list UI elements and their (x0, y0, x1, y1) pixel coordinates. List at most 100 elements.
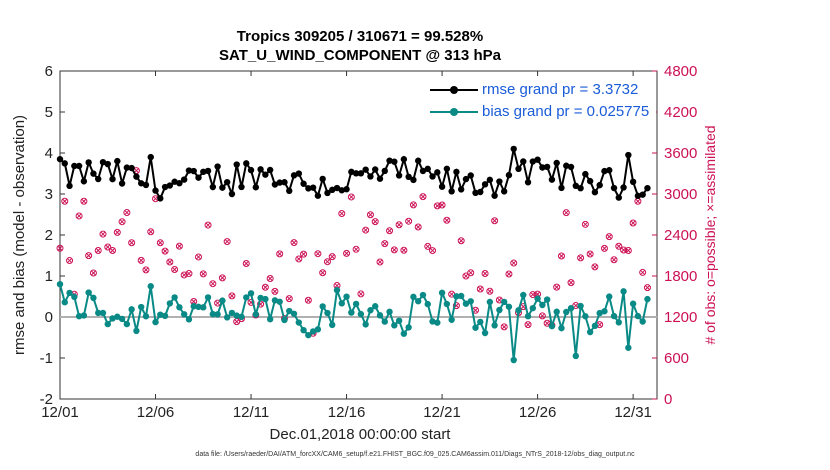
obs-possible-point (538, 312, 546, 320)
obs-assimilated-point (606, 234, 612, 239)
rmse-point (415, 157, 422, 164)
bias-point (515, 307, 522, 314)
obs-possible-point (586, 250, 594, 258)
bias-point (424, 300, 431, 308)
obs-assimilated-point (559, 253, 564, 259)
rmse-point (223, 178, 231, 186)
rmse-point (61, 160, 68, 167)
bias-point (620, 288, 627, 295)
rmse-point (166, 182, 174, 189)
bias-point (472, 324, 479, 331)
obs-possible-point (113, 228, 121, 236)
obs-assimilated-point (401, 247, 407, 253)
bias-point (56, 281, 64, 288)
obs-assimilated-point (315, 251, 321, 257)
bias-point (534, 295, 541, 302)
bias-point (142, 313, 150, 320)
bias-point (601, 308, 608, 315)
bias-point (481, 329, 489, 337)
rmse-point (629, 178, 637, 186)
obs-possible-point (123, 209, 131, 217)
obs-possible-point (61, 197, 69, 205)
obs-assimilated-point (540, 313, 545, 319)
rmse-point (204, 167, 212, 175)
rmse-point (286, 187, 293, 195)
rmse-point (147, 153, 154, 161)
obs-assimilated-point (81, 198, 87, 204)
obs-possible-point (223, 238, 231, 246)
bias-point (152, 318, 159, 326)
obs-possible-point (429, 247, 437, 255)
bias-point (228, 309, 236, 317)
y-tick-label-right: 2400 (664, 227, 697, 244)
rmse-point (582, 170, 589, 178)
bias-point (496, 306, 503, 314)
bias-point (486, 298, 494, 306)
rmse-point (486, 176, 494, 184)
bias-point (219, 297, 226, 304)
rmse-point (123, 164, 131, 171)
obs-assimilated-point (119, 219, 125, 225)
obs-possible-point (400, 246, 408, 254)
x-axis-label: Dec.01,2018 00:00:00 start (269, 426, 451, 443)
obs-possible-point (600, 244, 608, 252)
obs-assimilated-point (482, 271, 488, 276)
rmse-point (395, 172, 403, 179)
rmse-point (357, 170, 365, 177)
x-tick-label: 12/06 (137, 404, 175, 421)
rmse-point (443, 165, 451, 172)
rmse-point (558, 184, 565, 192)
bias-point (319, 303, 326, 310)
bias-point (266, 315, 274, 323)
rmse-point (620, 184, 627, 191)
bias-point (634, 312, 642, 320)
bias-point (610, 312, 618, 320)
obs-assimilated-point (129, 240, 134, 246)
obs-assimilated-point (563, 210, 569, 216)
obs-assimilated-point (177, 243, 182, 249)
obs-assimilated-point (339, 211, 345, 216)
bias-point (372, 303, 379, 310)
bias-point (147, 283, 154, 290)
bias-point (553, 308, 560, 315)
obs-assimilated-point (67, 258, 72, 263)
y-tick-label-left: 3 (45, 186, 53, 203)
rmse-point (634, 192, 642, 200)
bias-point (252, 311, 260, 318)
obs-possible-point (271, 287, 279, 295)
obs-possible-point (94, 247, 102, 255)
obs-possible-point (620, 246, 628, 254)
obs-assimilated-point (358, 291, 364, 297)
y-tick-label-left: 2 (45, 227, 53, 244)
obs-possible-point (89, 269, 97, 277)
rmse-point (467, 172, 474, 179)
rmse-point (157, 195, 164, 202)
bias-point (300, 326, 307, 334)
y-tick-label-right: 1200 (664, 309, 697, 326)
obs-assimilated-point (420, 194, 426, 200)
rmse-point (90, 170, 97, 177)
obs-possible-point (529, 291, 537, 299)
obs-possible-point (615, 242, 623, 250)
obs-possible-point (338, 210, 346, 218)
x-tick-label: 12/11 (233, 404, 269, 421)
bias-point (462, 300, 470, 307)
rmse-point (214, 163, 221, 170)
bias-point (247, 290, 255, 297)
rmse-point (491, 192, 498, 199)
rmse-point (219, 184, 226, 191)
obs-assimilated-point (243, 261, 249, 266)
obs-assimilated-point (497, 297, 502, 303)
bias-point (644, 295, 651, 303)
obs-assimilated-point (530, 292, 536, 297)
rmse-point (324, 189, 331, 197)
obs-assimilated-point (444, 217, 450, 223)
obs-possible-point (75, 212, 83, 220)
rmse-point (85, 159, 92, 166)
rmse-point (481, 181, 489, 188)
obs-assimilated-point (114, 229, 120, 235)
obs-possible-point (629, 219, 637, 227)
bias-point (61, 299, 68, 306)
bias-point (510, 356, 517, 364)
rmse-point (367, 173, 374, 180)
